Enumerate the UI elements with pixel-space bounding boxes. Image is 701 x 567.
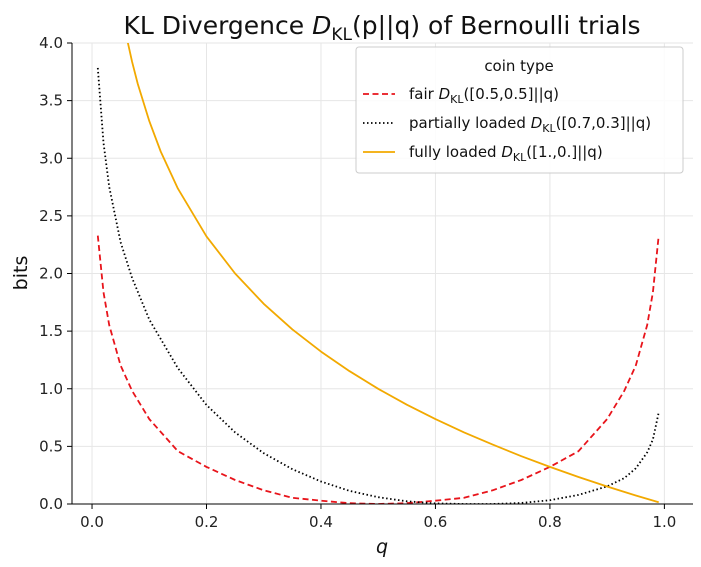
y-tick-label: 1.5 — [39, 322, 63, 340]
x-tick-label: 0.2 — [195, 513, 219, 531]
legend: coin type fair DKL([0.5,0.5]||q) partiall… — [355, 46, 684, 174]
x-axis-label: q — [376, 536, 388, 558]
series-line-0 — [96, 235, 660, 504]
legend-label-1: partially loaded DKL([0.7,0.3]||q) — [409, 114, 651, 135]
x-tick-label: 0.6 — [424, 513, 448, 531]
x-tick-label: 0.0 — [80, 513, 104, 531]
y-tick-label: 2.5 — [39, 207, 63, 225]
series-line-1 — [96, 67, 660, 504]
axis-ticks: 0.0 0.2 0.4 0.6 0.8 1.0 0.0 0.5 1.0 1.5 2.0 2.5 3.0 3… — [39, 34, 676, 531]
y-axis-label: bits — [10, 256, 32, 291]
legend-title: coin type — [484, 57, 553, 75]
series-line-2 — [126, 43, 659, 504]
y-tick-label: 0.5 — [39, 437, 63, 455]
legend-label-2: fully loaded DKL([1.,0.]||q) — [409, 143, 603, 164]
y-tick-label: 4.0 — [39, 34, 63, 52]
y-tick-label: 3.0 — [39, 149, 63, 167]
x-tick-label: 0.8 — [538, 513, 562, 531]
y-tick-label: 2.0 — [39, 265, 63, 283]
y-tick-label: 3.5 — [39, 92, 63, 110]
y-tick-label: 0.0 — [39, 495, 63, 513]
y-tick-label: 1.0 — [39, 380, 63, 398]
legend-frame — [355, 46, 684, 174]
series-lines — [96, 43, 660, 504]
x-tick-label: 0.4 — [309, 513, 333, 531]
legend-label-0: fair DKL([0.5,0.5]||q) — [409, 85, 559, 106]
chart-title: KL Divergence DKL(p||q) of Bernoulli tri… — [123, 11, 640, 45]
x-tick-label: 1.0 — [652, 513, 676, 531]
